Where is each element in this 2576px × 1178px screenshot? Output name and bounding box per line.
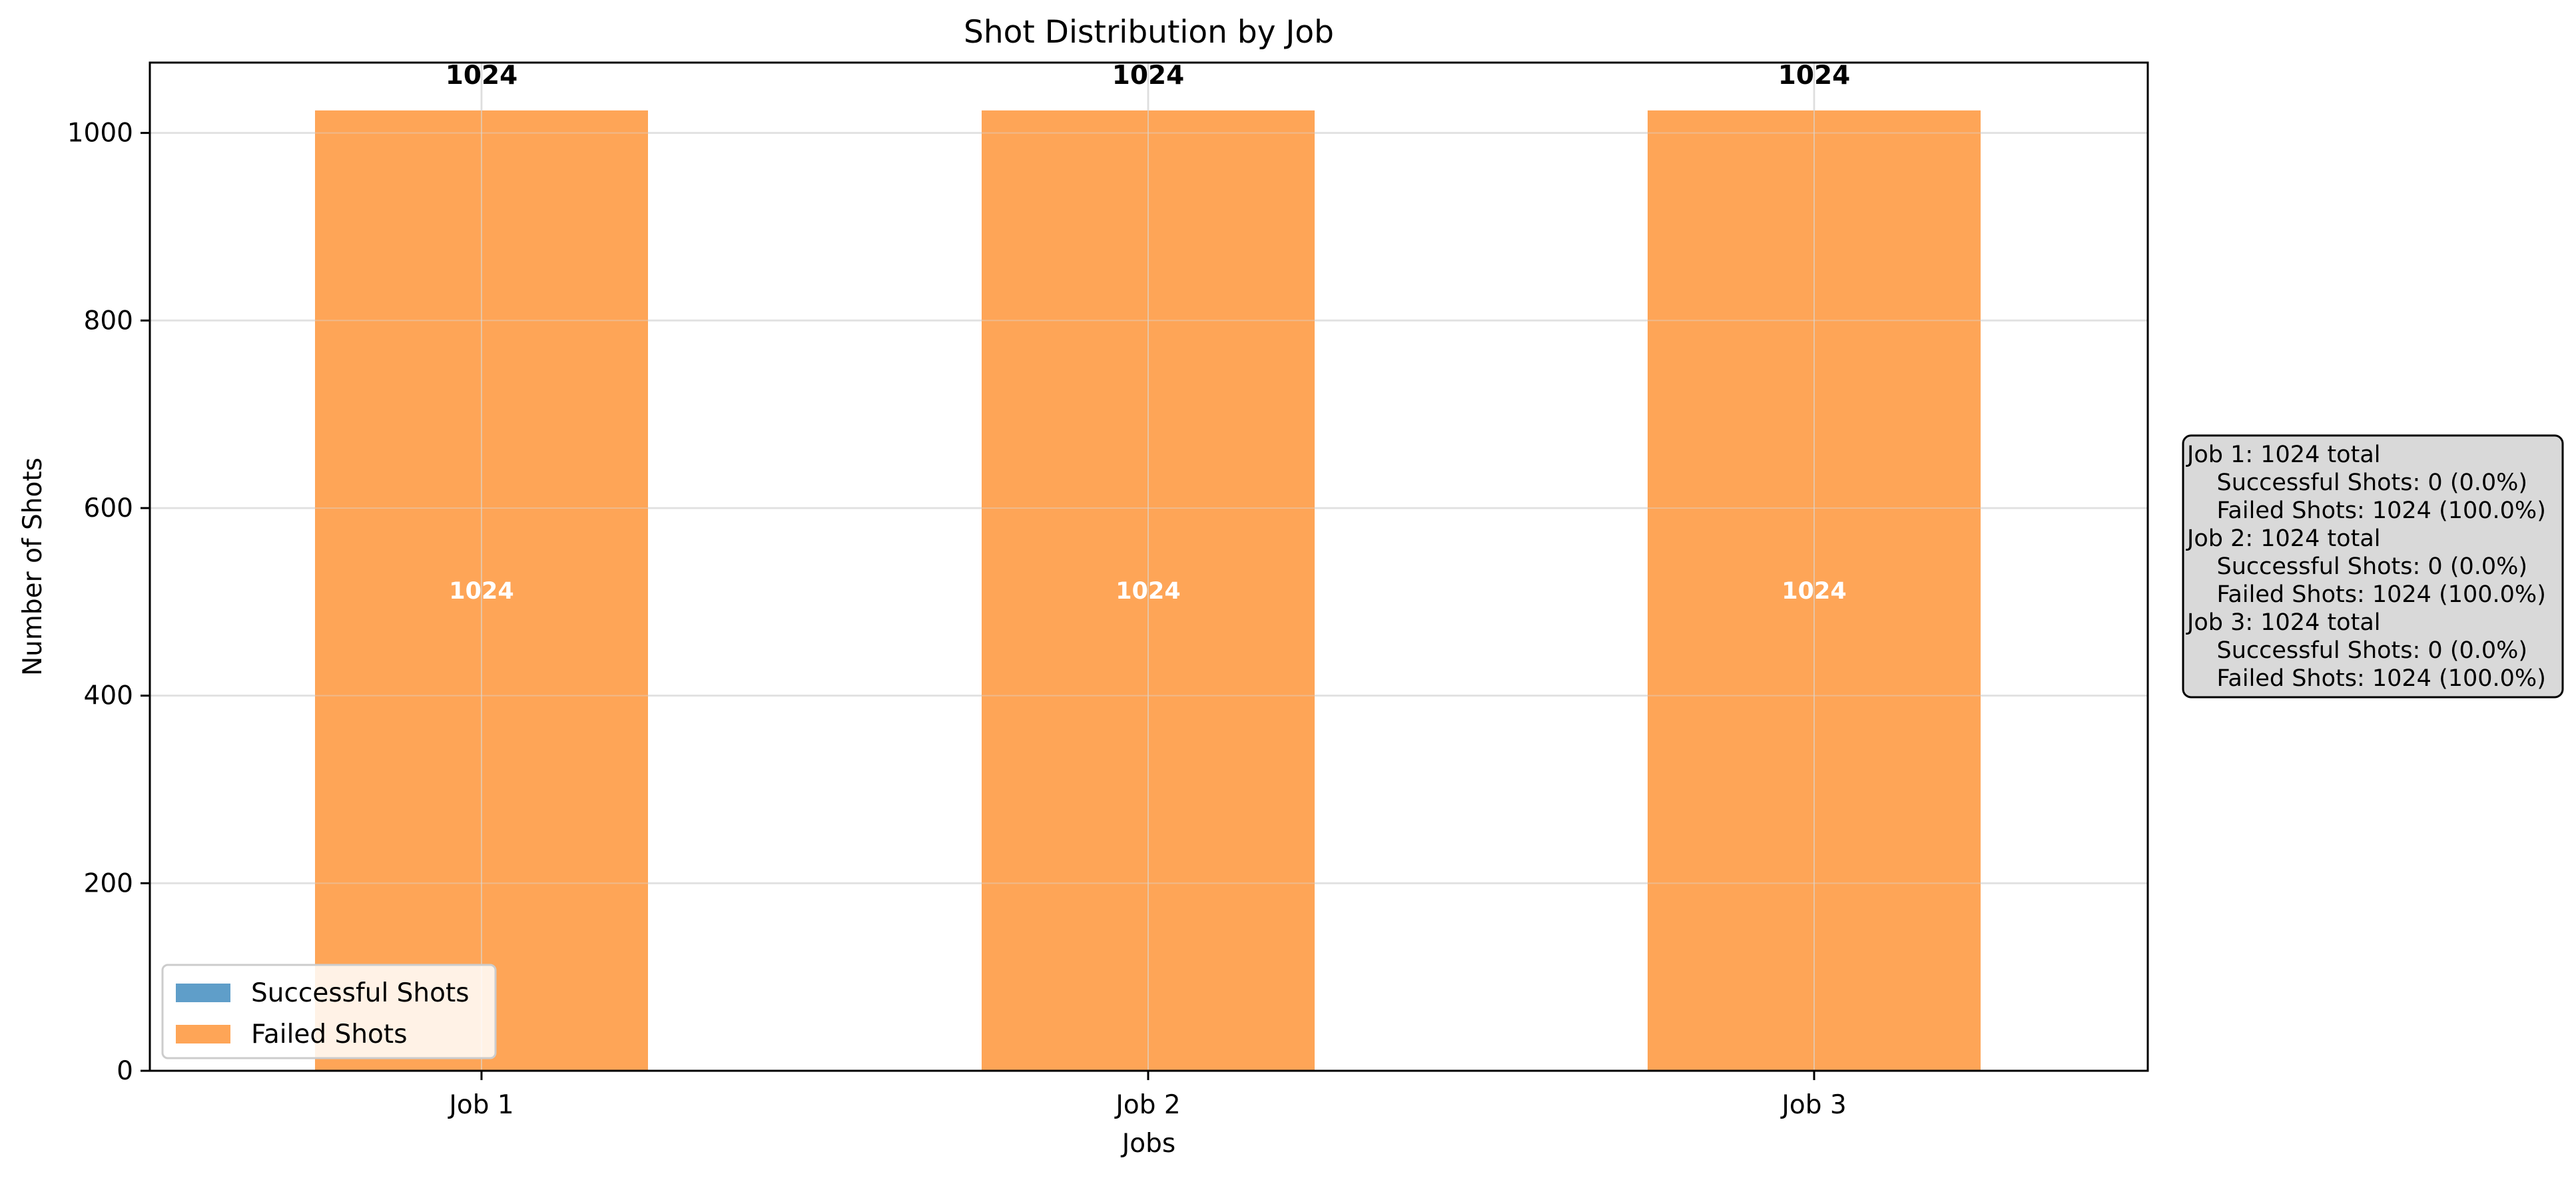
legend-swatch (176, 984, 230, 1002)
y-tick-label: 800 (84, 306, 133, 336)
summary-line: Job 3: 1024 total (2186, 609, 2381, 636)
y-tick-label: 600 (84, 493, 133, 523)
summary-line: Failed Shots: 1024 (100.0%) (2187, 581, 2546, 608)
legend: Successful Shots Failed Shots (161, 964, 497, 1059)
total-label: 1024 (1778, 61, 1851, 91)
data-labels: 1024 1024 1024 1024 1024 1024 (446, 61, 1851, 605)
segment-label: 1024 (1781, 578, 1846, 605)
summary-line: Failed Shots: 1024 (100.0%) (2187, 497, 2546, 524)
summary-line: Job 1: 1024 total (2186, 442, 2381, 468)
y-tick-label: 1000 (67, 119, 133, 148)
total-label: 1024 (1112, 61, 1185, 91)
summary-box: Job 1: 1024 total Successful Shots: 0 (0… (2182, 434, 2564, 699)
legend-label: Successful Shots (251, 978, 470, 1008)
x-axis-label: Jobs (1120, 1129, 1175, 1159)
summary-line: Successful Shots: 0 (0.0%) (2187, 469, 2527, 496)
bars (150, 63, 2148, 1071)
x-tick-label: Job 1 (447, 1090, 513, 1120)
x-tick-label: Job 3 (1779, 1090, 1846, 1120)
total-label: 1024 (446, 61, 518, 91)
summary-frame (2182, 434, 2564, 699)
legend-label: Failed Shots (251, 1020, 408, 1049)
summary-line: Successful Shots: 0 (0.0%) (2187, 637, 2527, 664)
y-tick-label: 0 (117, 1056, 133, 1086)
axes: 0 200 400 600 800 1000 Job 1 Job 2 Job 3 (67, 119, 1847, 1120)
segment-label: 1024 (1116, 578, 1180, 605)
summary-line: Failed Shots: 1024 (100.0%) (2187, 665, 2546, 692)
chart-title: Shot Distribution by Job (964, 14, 1334, 51)
legend-swatch (176, 1025, 230, 1043)
y-tick-label: 200 (84, 868, 133, 898)
legend-frame (161, 964, 497, 1059)
segment-label: 1024 (449, 578, 513, 605)
y-axis-label: Number of Shots (18, 457, 48, 676)
y-tick-label: 400 (84, 681, 133, 711)
summary-line: Successful Shots: 0 (0.0%) (2187, 553, 2527, 580)
summary-line: Job 2: 1024 total (2186, 525, 2381, 552)
x-tick-label: Job 2 (1114, 1090, 1180, 1120)
